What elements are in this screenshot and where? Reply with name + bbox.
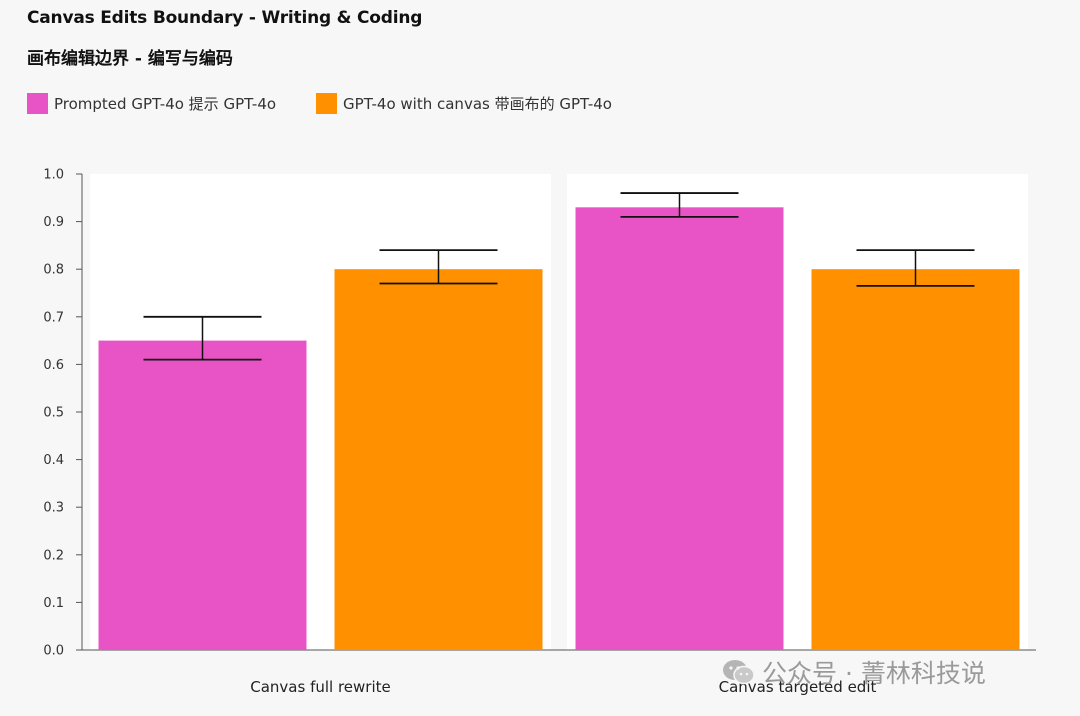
y-tick-label-6: 0.6 bbox=[43, 358, 64, 373]
legend-item-prompted: Prompted GPT-4o 提示 GPT-4o bbox=[27, 93, 276, 114]
chart-title: Canvas Edits Boundary - Writing & Coding bbox=[27, 8, 423, 28]
bar-canvas-0 bbox=[334, 269, 543, 650]
bar-prompted-0 bbox=[98, 340, 307, 650]
y-tick-label-5: 0.5 bbox=[43, 406, 64, 421]
y-tick-label-1: 0.1 bbox=[43, 596, 64, 611]
y-tick-label-7: 0.7 bbox=[43, 310, 64, 325]
y-tick-label-9: 0.9 bbox=[43, 215, 64, 230]
wechat-icon bbox=[723, 660, 755, 685]
chart-subtitle: 画布编辑边界 - 编写与编码 bbox=[27, 49, 233, 69]
watermark: 公众号 · 菁林科技说 bbox=[722, 654, 986, 690]
x-category-label-0: Canvas full rewrite bbox=[250, 678, 391, 696]
bar-prompted-1 bbox=[575, 207, 784, 650]
watermark-text: 公众号 · 菁林科技说 bbox=[762, 659, 986, 688]
legend-label-canvas: GPT-4o with canvas 带画布的 GPT-4o bbox=[343, 95, 612, 113]
legend-swatch-canvas bbox=[316, 93, 338, 114]
y-tick-label-8: 0.8 bbox=[43, 263, 64, 278]
x-category-label-1: Canvas targeted edit bbox=[719, 678, 877, 696]
legend-label-prompted: Prompted GPT-4o 提示 GPT-4o bbox=[54, 95, 277, 113]
legend-item-canvas: GPT-4o with canvas 带画布的 GPT-4o bbox=[316, 93, 612, 114]
y-tick-label-10: 1.0 bbox=[43, 168, 64, 183]
bar-canvas-1 bbox=[811, 269, 1020, 650]
legend-swatch-prompted bbox=[27, 93, 48, 114]
legend: Prompted GPT-4o 提示 GPT-4o GPT-4o with ca… bbox=[27, 93, 652, 114]
y-tick-label-2: 0.2 bbox=[43, 548, 64, 563]
y-tick-label-4: 0.4 bbox=[43, 453, 64, 468]
y-tick-label-0: 0.0 bbox=[43, 644, 64, 659]
y-tick-label-3: 0.3 bbox=[43, 501, 64, 516]
